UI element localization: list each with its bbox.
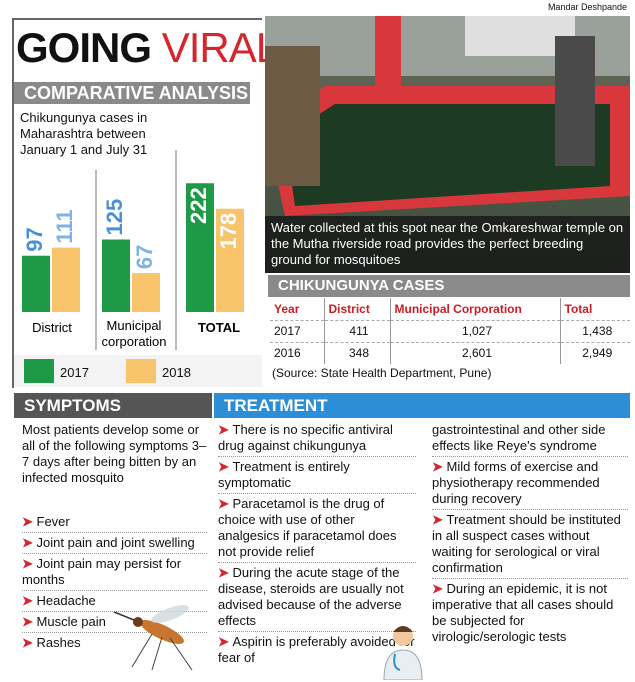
arrow-icon: ➤ [22,556,37,571]
data-label-2018-2: 178 [216,213,241,250]
chart-caption: Chikungunya cases in Maharashtra between… [20,110,148,157]
treatment-text: There is no specific antiviral drug agai… [218,422,393,453]
table-row: 2017 411 1,027 1,438 [270,319,630,342]
cell-district: 348 [324,341,391,364]
treatment-item: ➤ During the acute stage of the disease,… [218,563,416,632]
symptom-text: Joint pain may persist for months [22,556,182,587]
treatment-text: Treatment should be instituted in all su… [432,512,621,575]
symptom-item: ➤ Rashes [22,633,207,653]
treatment-continuation: gastrointestinal and other side effects … [432,420,628,457]
comparative-frame [12,18,262,388]
table-source: (Source: State Health Department, Pune) [272,366,492,380]
treatment-column-2: gastrointestinal and other side effects … [432,420,628,647]
cases-table-band: CHIKUNGUNYA CASES [268,275,630,297]
arrow-icon: ➤ [432,459,447,474]
cell-municipal: 2,601 [390,341,561,364]
cell-district: 411 [324,319,391,342]
cell-total: 2,949 [560,341,630,364]
cases-table: Year District Municipal Corporation Tota… [270,298,630,364]
cell-municipal: 1,027 [390,319,561,342]
legend-swatch-2017 [24,359,54,383]
col-header-year: Year [270,298,325,320]
treatment-column-1: ➤ There is no specific antiviral drug ag… [218,420,416,668]
data-label-2018-0: 111 [52,209,77,243]
table-row: 2016 348 2,601 2,949 [270,341,630,364]
category-label-0: District [32,320,72,335]
category-label-1: Municipal [107,318,162,333]
comparative-band: COMPARATIVE ANALYSIS [14,82,250,104]
symptom-item: ➤ Muscle pain [22,612,207,633]
cell-total: 1,438 [560,319,630,342]
treatment-item: ➤ Mild forms of exercise and physiothera… [432,457,628,510]
symptom-item: ➤ Joint pain and joint swelling [22,533,207,554]
arrow-icon: ➤ [22,514,37,529]
treatment-text: Treatment is entirely symptomatic [218,459,350,490]
bar-2017-2 [186,183,214,312]
symptom-item: ➤ Fever [22,512,207,533]
col-header-total: Total [564,301,593,316]
treatment-item: ➤ Paracetamol is the drug of choice with… [218,494,416,563]
cell-year: 2016 [270,341,325,364]
arrow-icon: ➤ [432,512,447,527]
arrow-icon: ➤ [218,565,233,580]
treatment-item: ➤ Treatment is entirely symptomatic [218,457,416,494]
arrow-icon: ➤ [218,496,233,511]
bar-2018-1 [132,273,160,312]
bar-2017-0 [22,255,50,312]
table-header-row: Year District Municipal Corporation Tota… [270,298,630,320]
treatment-text: Mild forms of exercise and physiotherapy… [432,459,600,506]
arrow-icon: ➤ [22,593,37,608]
treatment-text: During the acute stage of the disease, s… [218,565,404,628]
symptoms-band: SYMPTOMS [14,393,212,418]
mosquito-icon [113,605,193,671]
title-word-2: VIRAL [161,24,279,71]
treatment-text: Aspirin is preferably avoided for fear o… [218,634,415,665]
symptom-text: Joint pain and joint swelling [36,535,195,550]
arrow-icon: ➤ [218,459,233,474]
arrow-icon: ➤ [22,635,37,650]
legend-swatch-2018 [126,359,156,383]
photo-caption: Water collected at this spot near the Om… [265,216,630,273]
treatment-band: TREATMENT [214,393,630,418]
arrow-icon: ➤ [432,581,447,596]
symptoms-list: ➤ Fever ➤ Joint pain and joint swelling … [22,512,207,653]
bar-2017-1 [102,239,130,312]
title-word-1: GOING [16,24,152,71]
bar-2018-2 [216,208,244,312]
bar-chart: 97 125 222 111 67 178 District Municipalcorpora… [22,150,244,350]
arrow-icon: ➤ [218,634,233,649]
data-label-2017-1: 125 [102,199,127,236]
data-label-2018-1: 67 [132,245,157,269]
bar-2018-0 [52,247,80,312]
treatment-item: ➤ There is no specific antiviral drug ag… [218,420,416,457]
treatment-item: ➤ Aspirin is preferably avoided for fear… [218,632,416,668]
page-title: GOING VIRAL [16,24,279,72]
arrow-icon: ➤ [22,535,37,550]
chart-legend: 2017 2018 [14,355,262,387]
treatment-text: During an epidemic, it is not imperative… [432,581,614,644]
treatment-text: Paracetamol is the drug of choice with u… [218,496,397,559]
treatment-item: ➤ During an epidemic, it is not imperati… [432,579,628,647]
symptoms-intro: Most patients develop some or all of the… [22,422,207,485]
legend-label-2018: 2018 [162,365,191,380]
doctor-icon [383,626,423,680]
photo-illustration [265,16,630,216]
treatment-item: ➤ Treatment should be instituted in all … [432,510,628,579]
category-label-2: TOTAL [198,320,240,335]
cell-year: 2017 [270,319,325,342]
symptom-text: Rashes [36,635,81,650]
symptom-text: Muscle pain [36,614,106,629]
col-header-district: District [324,298,391,320]
symptom-text: Headache [36,593,96,608]
col-header-municipal: Municipal Corporation [390,298,561,320]
symptom-item: ➤ Joint pain may persist for months [22,554,207,591]
legend-label-2017: 2017 [60,365,89,380]
category-label-1: corporation [101,334,166,349]
data-label-2017-2: 222 [186,187,211,224]
arrow-icon: ➤ [22,614,37,629]
data-label-2017-0: 97 [22,227,47,251]
arrow-icon: ➤ [218,422,233,437]
symptom-text: Fever [36,514,70,529]
photo-credit: Mandar Deshpande [547,2,627,12]
